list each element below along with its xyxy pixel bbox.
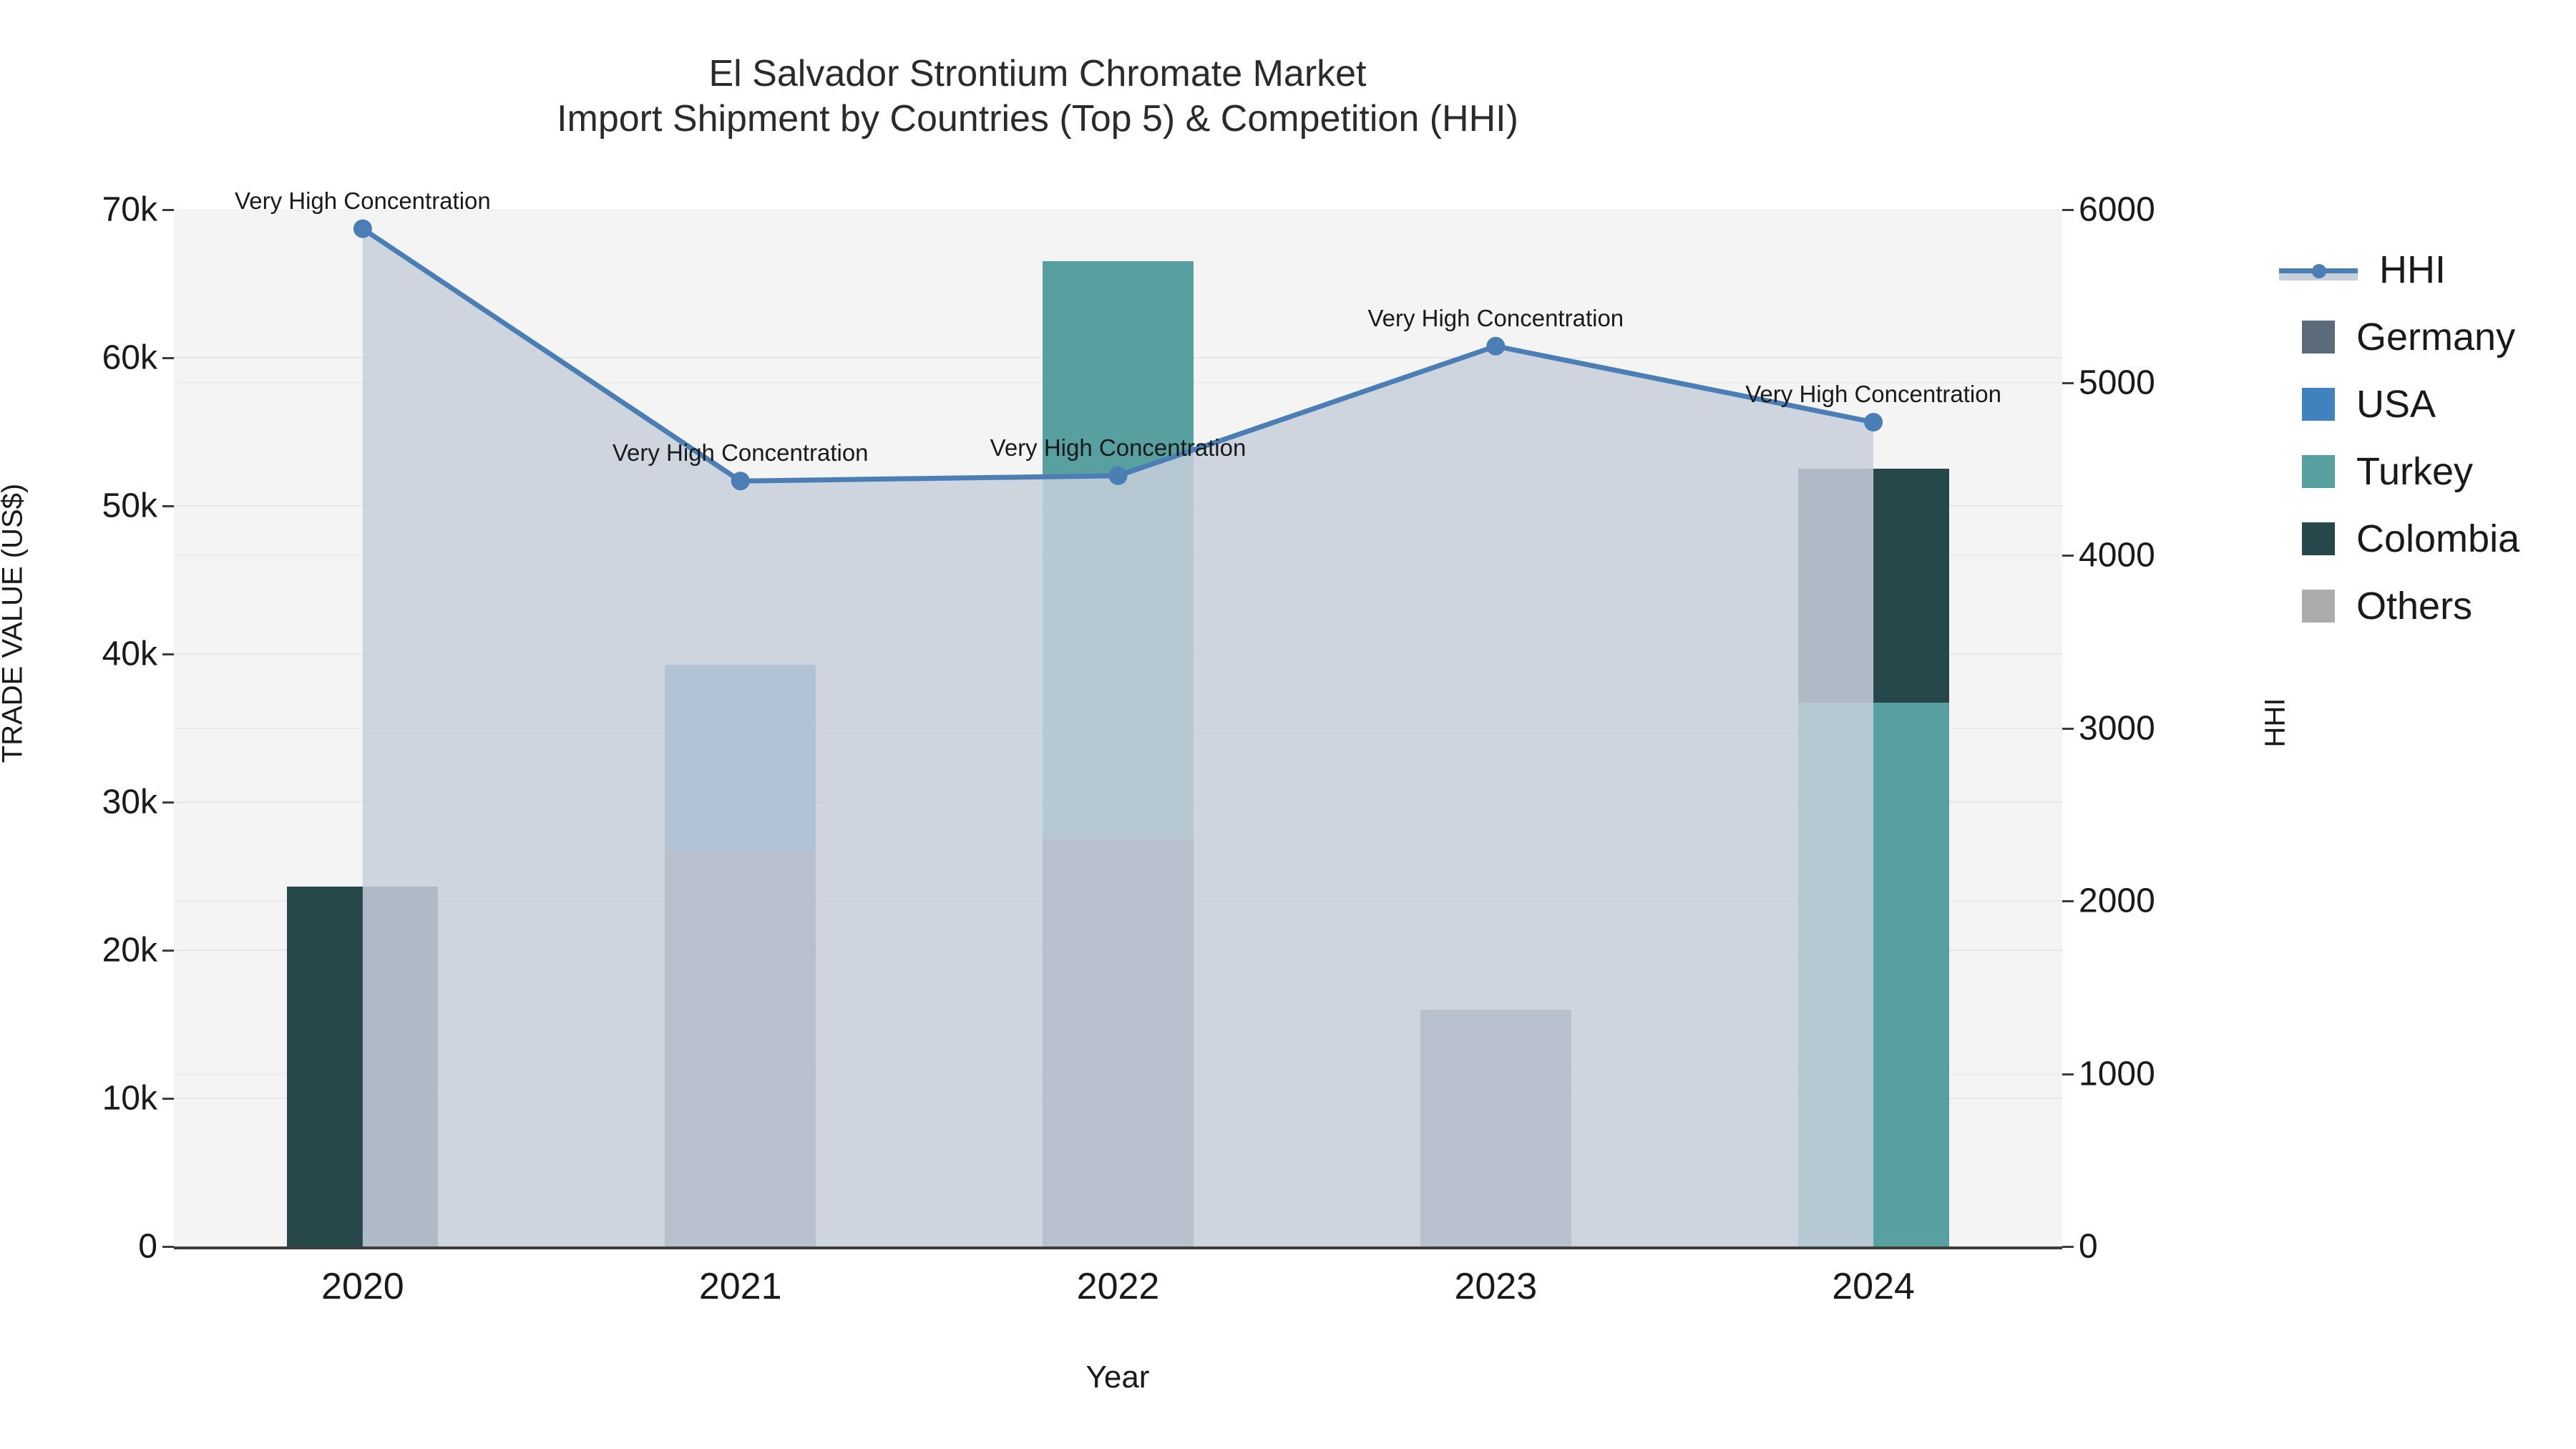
y-tick-label-left: 0 [138,1227,157,1266]
y-tick-label-left: 10k [102,1079,157,1118]
hhi-marker-2022[interactable] [1108,466,1128,485]
x-axis-title: Year [1085,1360,1150,1395]
y-tick-label-right: 3000 [2079,709,2155,747]
hhi-marker-2021[interactable] [731,472,750,491]
y-axis-left-title: TRADE VALUE (US$) [0,483,29,763]
legend-item-germany[interactable]: Germany [2279,303,2519,371]
y-tick-label-left: 20k [102,931,157,970]
x-tick-label-2022: 2022 [1076,1266,1160,1307]
y-tick-mark-right [2062,1073,2074,1075]
y-tick-label-right: 2000 [2079,882,2155,920]
hhi-markers [353,219,1883,491]
annotation-2022: Very High Concentration [990,434,1246,461]
legend-swatch-germany [2302,321,2335,353]
y-tick-mark-left [162,1246,174,1248]
x-tick-label-2023: 2023 [1454,1266,1538,1307]
y-tick-mark-left [162,209,174,211]
x-tick-label-2020: 2020 [321,1266,404,1307]
y-tick-mark-left [162,1098,174,1100]
y-tick-mark-left [162,950,174,952]
y-tick-mark-left [162,357,174,359]
hhi-marker-2024[interactable] [1864,413,1883,431]
legend-item-colombia[interactable]: Colombia [2279,505,2519,572]
y-tick-label-left: 30k [102,783,157,821]
hhi-marker-2023[interactable] [1486,336,1506,356]
y-tick-label-left: 50k [102,487,157,525]
y-tick-label-left: 60k [102,338,157,377]
legend-label: HHI [2379,248,2446,291]
legend-item-turkey[interactable]: Turkey [2279,438,2519,505]
y-tick-mark-left [162,505,174,507]
annotation-2024: Very High Concentration [1745,381,2001,408]
legend-item-usa[interactable]: USA [2279,371,2519,438]
legend-swatch-turkey [2302,455,2335,488]
legend-item-others[interactable]: Others [2279,572,2519,640]
y-tick-mark-right [2062,727,2074,730]
legend: HHI Germany USA Turkey Colombia Others [2279,236,2519,640]
y-tick-label-right: 4000 [2079,536,2155,575]
x-tick-label-2021: 2021 [698,1266,782,1307]
legend-label: Others [2356,585,2473,628]
y-tick-mark-right [2062,209,2074,211]
legend-swatch-colombia [2302,522,2335,555]
y-tick-mark-right [2062,381,2074,384]
y-tick-mark-right [2062,555,2074,557]
legend-swatch-others [2302,590,2335,623]
y-tick-mark-right [2062,1246,2074,1248]
hhi-line-series [353,219,1883,1246]
legend-line-swatch [2279,253,2358,286]
chart-title-block: El Salvador Strontium Chromate Market Im… [0,52,2075,142]
legend-label: Colombia [2356,517,2520,560]
y-tick-label-right: 1000 [2079,1055,2155,1093]
y-tick-mark-left [162,653,174,655]
chart-title: El Salvador Strontium Chromate Market [708,53,1367,94]
y-tick-label-right: 0 [2079,1227,2098,1266]
legend-label: Turkey [2356,450,2474,493]
x-axis-line [174,1246,2062,1249]
y-tick-label-left: 40k [102,635,157,673]
x-tick-label-2024: 2024 [1832,1266,1915,1307]
hhi-marker-2020[interactable] [353,219,372,238]
legend-label: Germany [2356,316,2516,358]
legend-item-hhi[interactable]: HHI [2279,236,2519,303]
legend-swatch-usa [2302,388,2335,421]
y-tick-label-left: 70k [102,190,157,229]
y-tick-mark-left [162,801,174,804]
plot-area [174,210,2062,1246]
annotation-2023: Very High Concentration [1367,304,1624,331]
chart-subtitle: Import Shipment by Countries (Top 5) & C… [557,98,1518,140]
y-tick-mark-right [2062,900,2074,902]
y-tick-label-right: 6000 [2079,190,2155,229]
legend-label: USA [2356,383,2436,426]
annotation-2021: Very High Concentration [612,439,869,467]
y-axis-right-title: HHI [2259,698,2291,748]
annotation-2020: Very High Concentration [235,187,491,214]
y-tick-label-right: 5000 [2079,364,2155,401]
